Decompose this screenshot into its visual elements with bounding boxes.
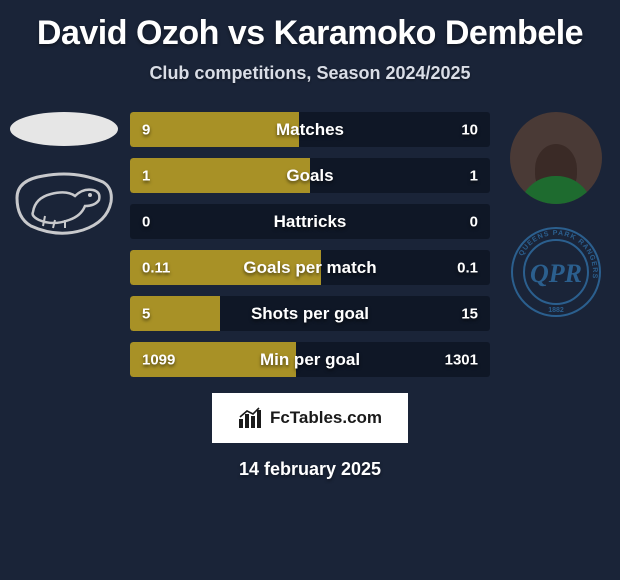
stat-fill — [130, 158, 310, 193]
stat-left-value: 1 — [142, 167, 150, 184]
page-title: David Ozoh vs Karamoko Dembele — [8, 14, 612, 53]
stat-row: 0 Hattricks 0 — [130, 204, 490, 239]
stat-row: 5 Shots per goal 15 — [130, 296, 490, 331]
brand-label: FcTables.com — [270, 408, 382, 428]
footer-date: 14 february 2025 — [8, 459, 612, 480]
stat-right-value: 1301 — [445, 351, 478, 368]
club-logo-right: QUEENS PARK RANGERS 1882 QPR — [510, 226, 602, 318]
svg-text:1882: 1882 — [548, 307, 564, 314]
brand-box: FcTables.com — [212, 393, 408, 443]
stat-row: 1 Goals 1 — [130, 158, 490, 193]
stat-left-value: 9 — [142, 121, 150, 138]
stat-right-value: 0 — [470, 213, 478, 230]
comparison-card: David Ozoh vs Karamoko Dembele Club comp… — [0, 0, 620, 490]
stat-label: Shots per goal — [251, 304, 369, 324]
stat-fill — [130, 112, 299, 147]
stat-left-value: 5 — [142, 305, 150, 322]
stat-label: Goals — [286, 166, 333, 186]
left-column — [8, 112, 120, 236]
stat-left-value: 0.11 — [142, 259, 170, 276]
stat-left-value: 1099 — [142, 351, 175, 368]
stat-label: Min per goal — [260, 350, 360, 370]
stat-right-value: 15 — [461, 305, 478, 322]
player-avatar-right — [510, 112, 602, 204]
stat-label: Hattricks — [274, 212, 347, 232]
stat-right-value: 10 — [461, 121, 478, 138]
stat-right-value: 0.1 — [457, 259, 478, 276]
stat-row: 1099 Min per goal 1301 — [130, 342, 490, 377]
stat-label: Goals per match — [243, 258, 376, 278]
right-column: QUEENS PARK RANGERS 1882 QPR — [500, 112, 612, 318]
stats-column: 9Matches101Goals10Hattricks00.11Goals pe… — [130, 112, 490, 377]
stat-label: Matches — [276, 120, 344, 140]
stat-left-value: 0 — [142, 213, 150, 230]
stat-right-value: 1 — [470, 167, 478, 184]
svg-text:QPR: QPR — [530, 259, 582, 288]
stat-row: 9 Matches 10 — [130, 112, 490, 147]
player-avatar-left — [10, 112, 118, 146]
page-subtitle: Club competitions, Season 2024/2025 — [8, 63, 612, 84]
comparison-area: 9Matches101Goals10Hattricks00.11Goals pe… — [8, 112, 612, 377]
stat-row: 0.11 Goals per match 0.1 — [130, 250, 490, 285]
brand-icon — [238, 407, 262, 429]
club-logo-left — [13, 168, 115, 236]
